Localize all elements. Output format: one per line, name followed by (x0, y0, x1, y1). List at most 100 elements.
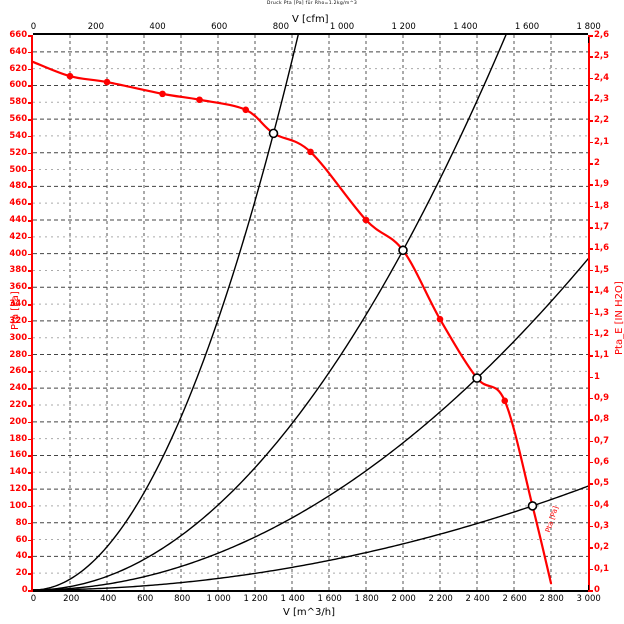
top-axis-title: V [cfm] (292, 14, 329, 25)
left-tick-mark (28, 186, 33, 188)
bottom-tick-label: 200 (63, 594, 80, 604)
data-point-marker (196, 96, 203, 104)
right-tick-mark (588, 590, 593, 592)
right-tick-label: 1,4 (594, 286, 610, 297)
left-tick-mark (28, 304, 33, 306)
right-tick-label: 0,6 (594, 456, 610, 467)
left-tick-label: 540 (9, 130, 28, 141)
right-tick-mark (588, 376, 593, 379)
left-tick-mark (28, 337, 33, 340)
top-tick-label: 1 200 (391, 22, 416, 32)
top-tick-label: 800 (272, 22, 289, 32)
data-point-marker (501, 397, 509, 405)
left-tick-label: 580 (9, 97, 28, 108)
top-tick-label: 1 400 (453, 22, 478, 32)
left-tick-label: 220 (9, 400, 28, 410)
bottom-tick-mark (588, 585, 589, 591)
left-tick-label: 100 (9, 500, 28, 511)
left-tick-mark (28, 68, 33, 71)
left-tick-mark (28, 320, 33, 323)
data-point-marker (362, 216, 370, 224)
left-tick-mark (28, 236, 33, 239)
top-tick-label: 400 (149, 22, 166, 32)
left-tick-mark (28, 51, 33, 54)
left-tick-label: 200 (9, 416, 28, 427)
bottom-tick-label: 1 000 (206, 594, 231, 604)
right-tick-label: 2,2 (594, 115, 610, 126)
right-tick-label: 0,4 (594, 499, 610, 510)
left-tick-mark (28, 590, 33, 592)
operating-point-marker (268, 128, 279, 139)
chart-title: Druck Pta [Pa] für Rho=1.2kg/m^3 (266, 1, 358, 6)
left-tick-mark (28, 405, 33, 407)
data-point-marker (159, 90, 166, 98)
bottom-tick-label: 2 200 (428, 594, 453, 604)
right-tick-mark (588, 120, 593, 122)
left-tick-label: 500 (9, 164, 28, 175)
right-tick-mark (588, 163, 593, 165)
left-tick-mark (28, 287, 33, 289)
left-tick-mark (28, 388, 33, 390)
plot-frame-top (33, 33, 588, 36)
left-tick-mark (28, 35, 33, 37)
right-tick-label: 1,9 (594, 179, 610, 190)
right-tick-mark (588, 184, 593, 186)
left-tick-mark (28, 119, 33, 121)
right-tick-label: 2,4 (594, 72, 610, 83)
right-tick-mark (588, 355, 593, 357)
left-tick-mark (28, 556, 33, 558)
operating-point-marker (472, 373, 482, 383)
plot-area (33, 35, 588, 590)
left-tick-label: 520 (9, 147, 28, 158)
bottom-tick-label: 600 (137, 594, 154, 604)
data-point-marker (103, 78, 111, 86)
left-tick-mark (28, 505, 33, 508)
bottom-tick-label: 1 400 (280, 594, 305, 604)
data-point-marker (436, 315, 444, 323)
bottom-tick-label: 2 800 (539, 594, 564, 604)
left-tick-label: 20 (15, 568, 28, 579)
bottom-tick-label: 0 (30, 594, 37, 604)
top-tick-label: 0 (30, 22, 37, 32)
right-tick-mark (588, 35, 593, 37)
top-tick-label: 1 800 (576, 22, 601, 32)
right-tick-mark (588, 227, 593, 229)
right-tick-mark (588, 568, 593, 571)
left-tick-mark (28, 220, 33, 222)
bottom-tick-label: 1 600 (317, 594, 342, 604)
left-tick-mark (28, 152, 33, 155)
bottom-tick-label: 2 400 (465, 594, 490, 604)
left-tick-label: 80 (15, 517, 28, 528)
right-tick-label: 0 (594, 585, 600, 595)
top-tick-label: 200 (87, 22, 104, 32)
left-tick-mark (28, 354, 33, 357)
right-tick-label: 1,3 (594, 307, 610, 318)
left-tick-label: 400 (9, 248, 28, 259)
right-tick-mark (588, 141, 593, 144)
bottom-tick-label: 2 000 (391, 594, 416, 604)
system-curve (33, 35, 507, 590)
system-curve (33, 35, 299, 590)
right-tick-mark (588, 547, 593, 549)
left-tick-label: 60 (15, 534, 28, 545)
left-tick-label: 320 (9, 315, 28, 326)
left-tick-mark (28, 455, 33, 457)
left-tick-label: 480 (9, 181, 28, 192)
left-tick-mark (28, 539, 33, 542)
right-tick-mark (588, 269, 593, 272)
right-tick-label: 1,1 (594, 350, 610, 361)
operating-point-marker (527, 501, 538, 511)
left-tick-label: 660 (9, 30, 28, 40)
bottom-tick-label: 800 (174, 594, 191, 604)
left-tick-label: 640 (9, 46, 28, 57)
left-tick-mark (28, 169, 33, 172)
bottom-tick-label: 1 800 (354, 594, 379, 604)
operating-point-marker (398, 245, 408, 256)
left-tick-label: 240 (9, 383, 28, 394)
left-tick-label: 600 (9, 80, 28, 91)
left-tick-label: 120 (9, 484, 28, 495)
right-tick-label: 1,2 (594, 328, 610, 339)
right-tick-label: 0,9 (594, 392, 610, 403)
left-tick-label: 300 (9, 332, 28, 343)
data-point-marker (242, 106, 250, 114)
